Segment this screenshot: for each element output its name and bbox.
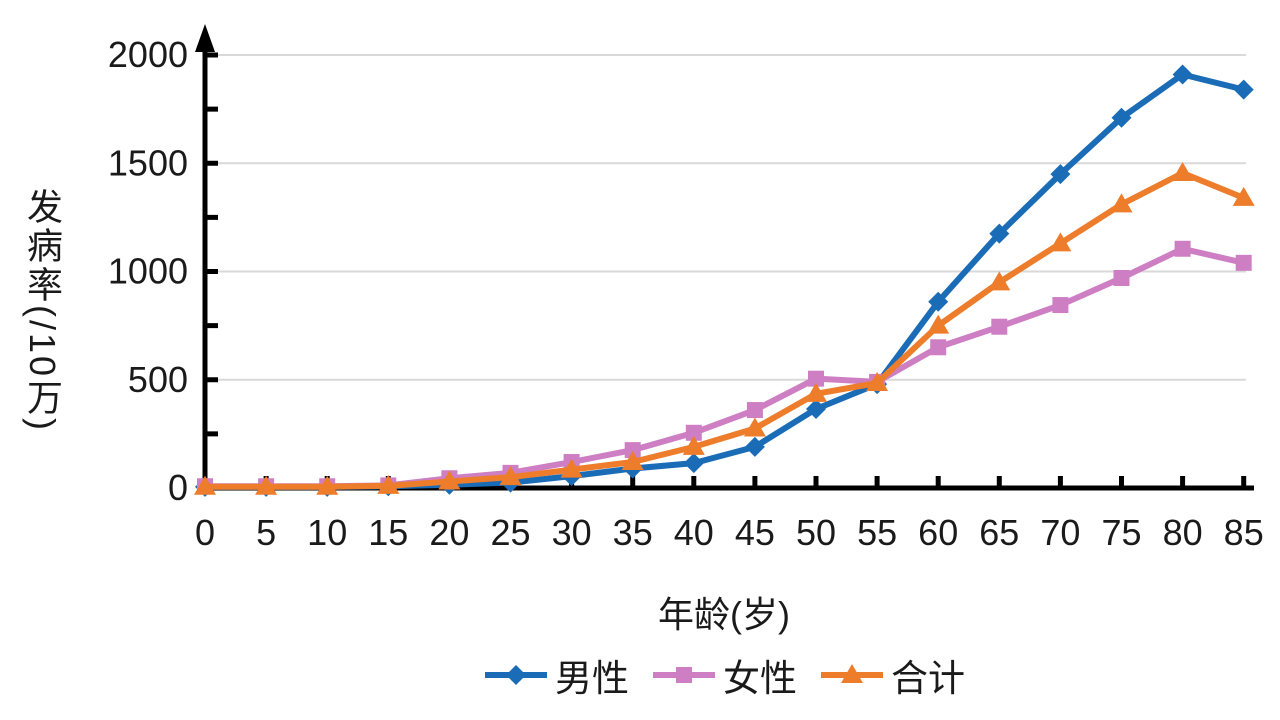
x-tick-label: 85: [1224, 512, 1264, 553]
legend-triangle-icon: [821, 664, 883, 683]
triangle-marker: [1232, 186, 1255, 206]
diamond-marker: [1233, 79, 1254, 100]
diamond-marker: [744, 436, 765, 457]
series-male: [195, 64, 1254, 497]
triangle-marker: [866, 371, 889, 391]
legend-item-female: 女性: [651, 648, 797, 702]
diamond-marker: [989, 223, 1010, 244]
triangle-marker: [621, 451, 644, 471]
gridlines: [208, 54, 1246, 381]
triangle-marker: [255, 475, 278, 495]
legend: 男性 女性 合计: [483, 648, 965, 702]
triangle-marker: [927, 314, 950, 334]
square-marker: [685, 424, 702, 441]
x-tick-label: 30: [552, 512, 592, 553]
square-marker: [1174, 240, 1191, 257]
x-tick-label: 70: [1040, 512, 1080, 553]
x-axis-title: 年龄(岁): [658, 594, 790, 635]
x-tick-labels: 0 5 10 15 20 25 30 35 40 45 50 55 60 65 70 75 80 85: [195, 512, 1264, 553]
legend-label-total: 合计: [891, 658, 965, 699]
legend-label-female: 女性: [723, 658, 797, 699]
y-tick-label: 500: [128, 359, 188, 400]
triangle-marker: [438, 470, 461, 490]
triangle-marker: [194, 475, 216, 495]
triangle-marker: [499, 466, 522, 486]
x-tick-label: 50: [796, 512, 836, 553]
square-marker: [624, 442, 641, 459]
y-tick-label: 1000: [108, 251, 188, 292]
triangle-marker: [316, 475, 339, 495]
x-tick-label: 5: [256, 512, 276, 553]
y-tick-label: 0: [168, 467, 188, 508]
y-tick-labels: 0 500 1000 1500 2000: [108, 34, 188, 508]
triangle-marker: [1049, 232, 1072, 252]
y-axis-arrowhead-icon: [195, 24, 215, 52]
triangle-marker: [682, 435, 705, 455]
square-marker: [1113, 269, 1130, 286]
x-tick-label: 45: [735, 512, 775, 553]
legend-diamond-marker: [506, 665, 526, 685]
y-tick-label: 2000: [108, 34, 188, 75]
x-tick-label: 65: [979, 512, 1019, 553]
square-marker: [991, 318, 1008, 335]
y-axis: [195, 24, 218, 490]
legend-square-icon: [653, 667, 715, 683]
diamond-marker: [1172, 64, 1193, 85]
triangle-marker: [1171, 161, 1194, 181]
x-tick-label: 75: [1101, 512, 1141, 553]
diamond-marker: [1050, 164, 1071, 185]
x-tick-label: 60: [918, 512, 958, 553]
square-marker: [746, 402, 763, 419]
y-tick-label: 1500: [108, 142, 188, 183]
square-marker: [808, 370, 824, 387]
triangle-marker: [377, 474, 400, 494]
x-tick-label: 80: [1163, 512, 1203, 553]
series-total: [194, 161, 1255, 495]
triangle-marker: [988, 271, 1011, 291]
x-tick-label: 20: [429, 512, 469, 553]
x-tick-label: 40: [674, 512, 714, 553]
triangle-marker: [743, 417, 766, 437]
series-female-line: [202, 245, 1247, 490]
diamond-marker: [683, 453, 704, 474]
legend-label-male: 男性: [555, 658, 629, 699]
y-axis-title: 发病率(/10万): [22, 188, 63, 434]
legend-square-marker: [676, 667, 692, 683]
triangle-marker: [1110, 193, 1133, 213]
x-tick-label: 35: [613, 512, 653, 553]
diamond-marker: [806, 398, 826, 419]
triangle-marker: [805, 382, 827, 402]
series-male-line: [202, 71, 1247, 490]
triangle-marker: [560, 458, 583, 478]
diamond-marker: [1111, 107, 1132, 128]
square-marker: [930, 339, 947, 356]
x-tick-label: 15: [368, 512, 408, 553]
square-marker: [1235, 254, 1252, 271]
legend-item-male: 男性: [483, 648, 629, 702]
x-tick-label: 55: [857, 512, 897, 553]
x-tick-label: 25: [490, 512, 530, 553]
legend-item-total: 合计: [819, 648, 965, 702]
x-tick-label: 10: [307, 512, 347, 553]
legend-diamond-icon: [485, 665, 547, 685]
x-tick-label: 0: [195, 512, 215, 553]
legend-triangle-marker: [841, 664, 863, 683]
square-marker: [1052, 297, 1069, 314]
series-total-line: [202, 169, 1247, 490]
diamond-marker: [928, 291, 949, 312]
